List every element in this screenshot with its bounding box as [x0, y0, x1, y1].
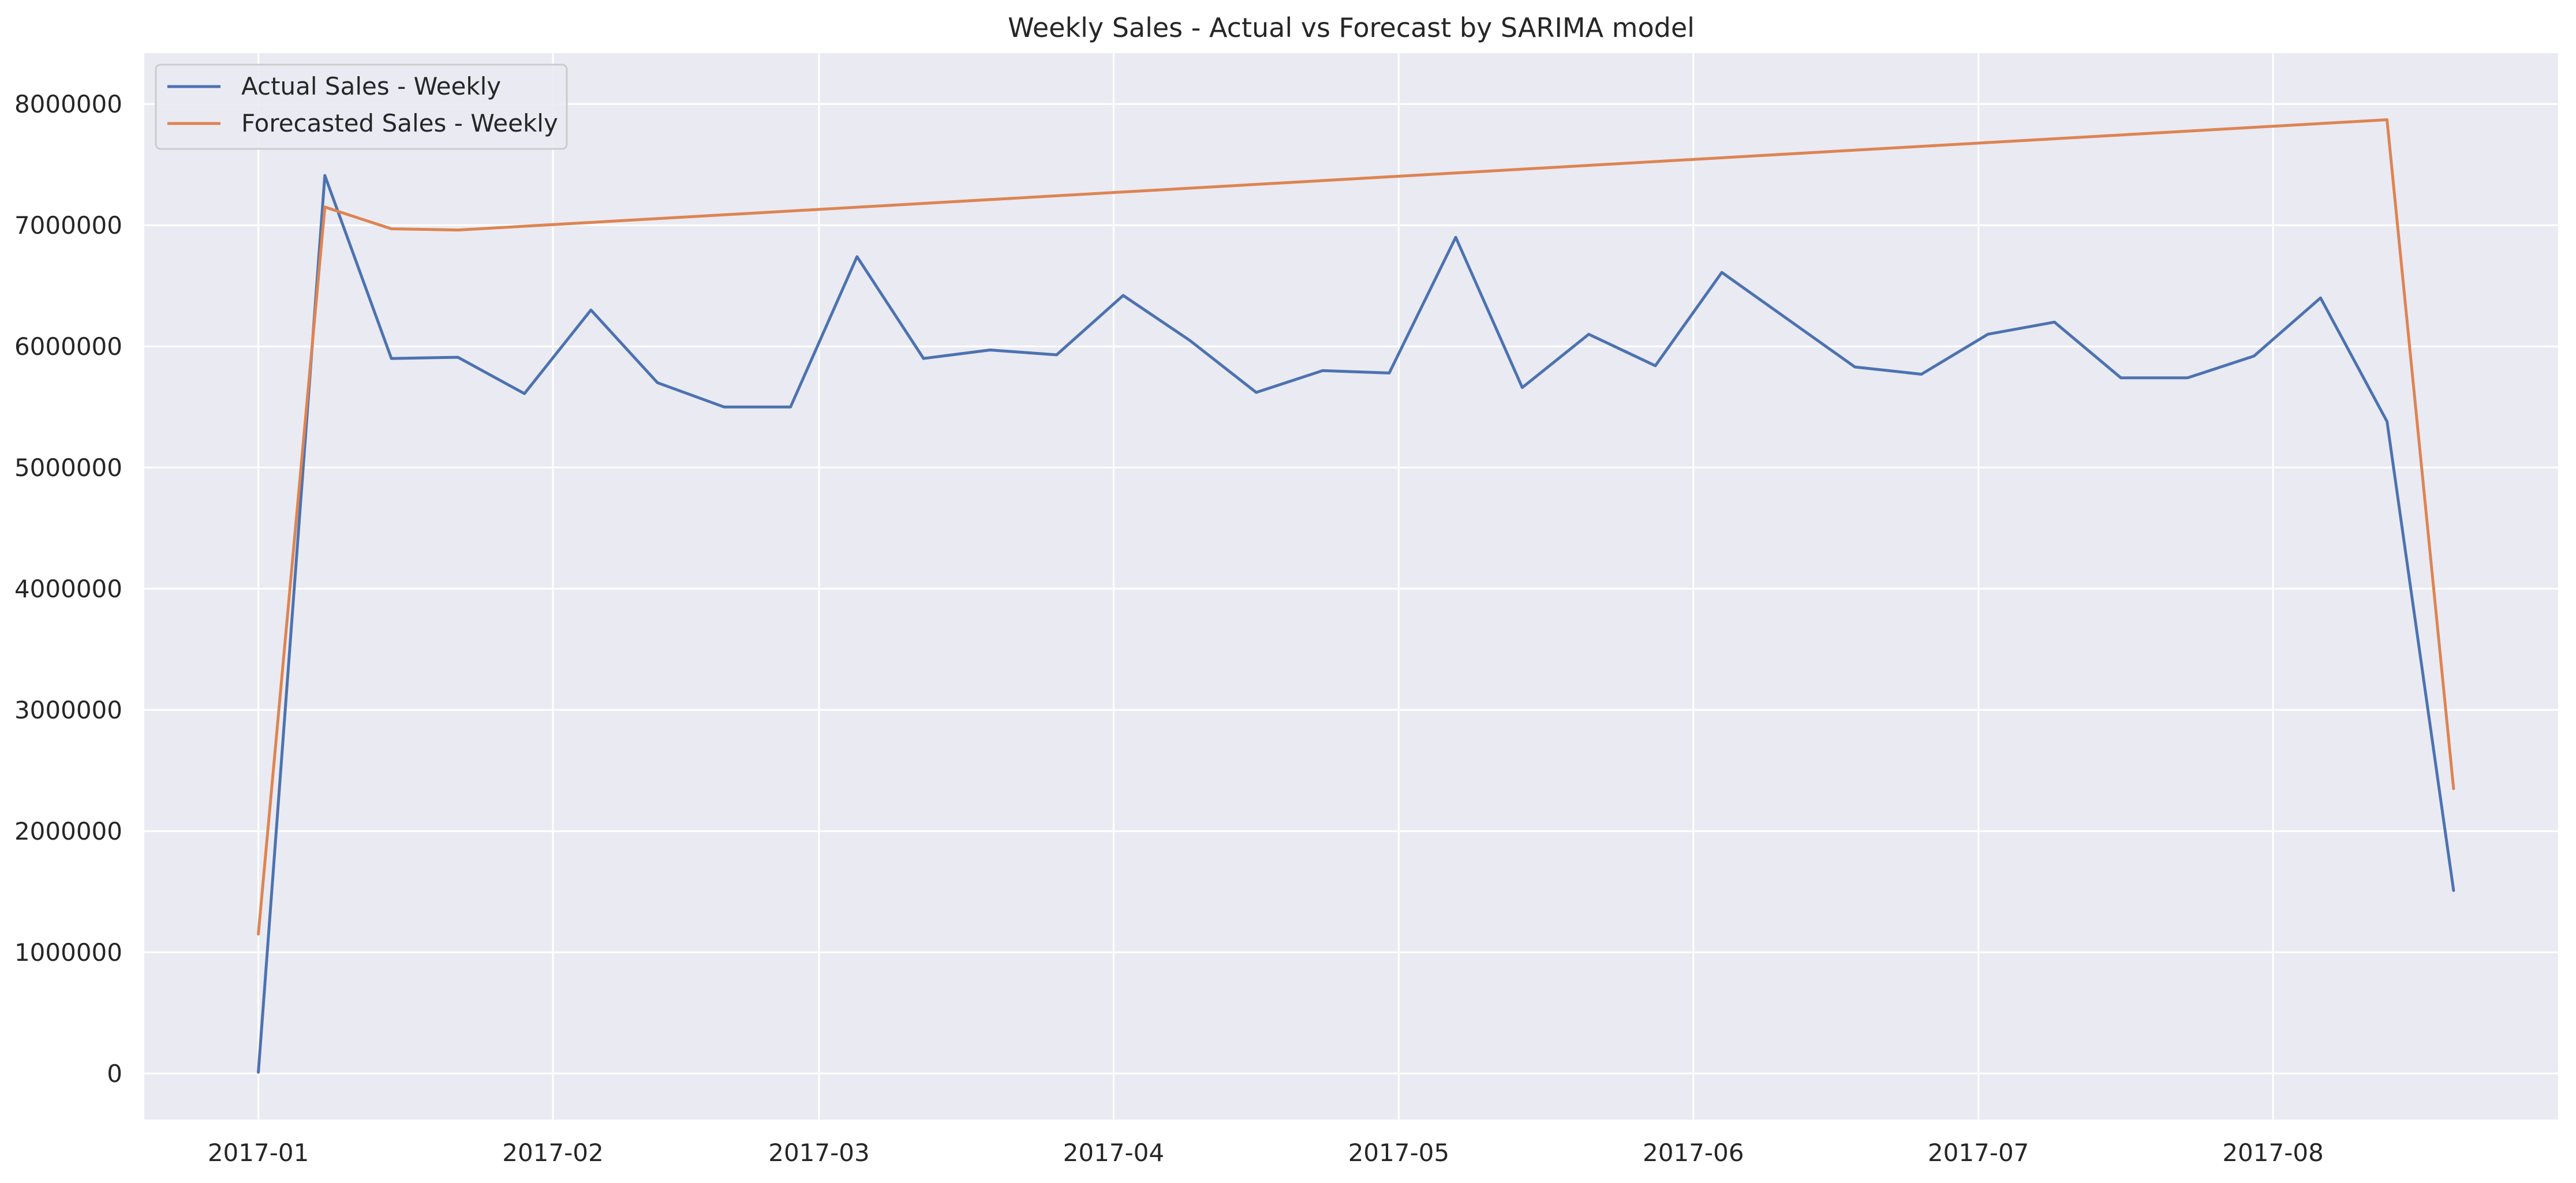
x-tick-label: 2017-07	[1928, 1139, 2029, 1167]
x-tick-label: 2017-06	[1643, 1139, 1744, 1167]
series-line-actual	[257, 174, 2455, 1074]
x-tick-label: 2017-04	[1063, 1139, 1165, 1167]
chart-title: Weekly Sales - Actual vs Forecast by SAR…	[1008, 12, 1695, 43]
series-line-forecast	[257, 118, 2455, 936]
y-tick-label: 5000000	[14, 454, 122, 482]
x-tick-label: 2017-03	[768, 1139, 870, 1167]
x-tick-label: 2017-05	[1348, 1139, 1450, 1167]
y-tick-label: 7000000	[14, 211, 122, 239]
y-axis-tick-labels: 0 1000000 2000000 3000000 4000000 5000000 6000…	[14, 90, 122, 1088]
legend-label: Actual Sales - Weekly	[241, 72, 501, 100]
plot-area	[144, 53, 2558, 1120]
y-tick-label: 0	[107, 1060, 122, 1088]
legend-box	[155, 63, 568, 150]
x-tick-label: 2017-08	[2222, 1139, 2324, 1167]
x-axis-tick-labels: 2017-01 2017-02 2017-03 2017-04 2017-05 2017-…	[208, 1139, 2324, 1167]
y-tick-label: 6000000	[14, 332, 122, 361]
y-tick-label: 3000000	[14, 696, 122, 724]
x-tick-label: 2017-01	[208, 1139, 309, 1167]
y-tick-label: 4000000	[14, 575, 122, 603]
gridlines	[144, 53, 2558, 1120]
y-tick-label: 2000000	[14, 817, 122, 845]
legend-label: Forecasted Sales - Weekly	[241, 109, 558, 137]
y-tick-label: 1000000	[14, 938, 122, 967]
series-lines	[257, 118, 2455, 1074]
y-tick-label: 8000000	[14, 90, 122, 118]
legend: Actual Sales - Weekly Forecasted Sales - …	[155, 63, 568, 150]
x-tick-label: 2017-02	[502, 1139, 604, 1167]
